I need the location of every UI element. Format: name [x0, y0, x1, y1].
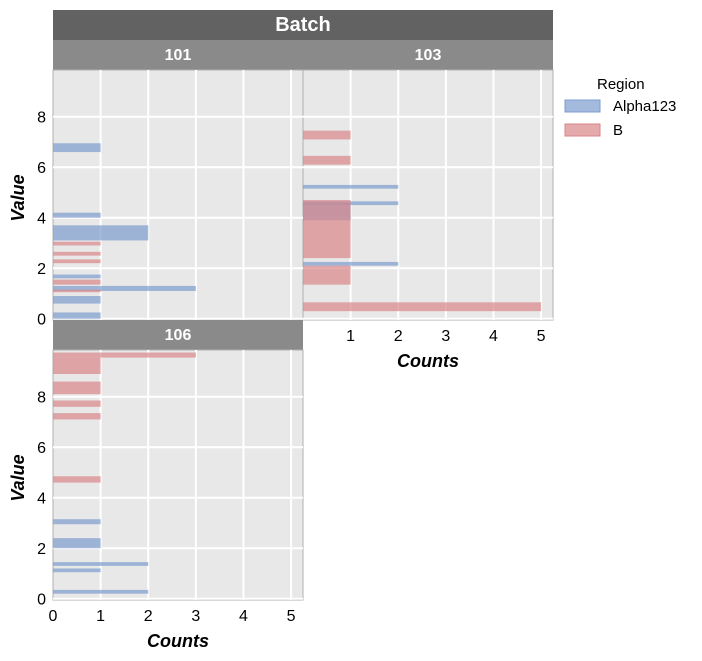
panel-strip-103-bg	[303, 40, 553, 70]
x-tick-label-3: 3	[441, 328, 450, 345]
bar-103-alpha123-2	[303, 184, 399, 189]
legend-label-b: B	[613, 122, 623, 139]
x-axis-label-106: Counts	[147, 631, 209, 651]
y-tick-label-8: 8	[37, 110, 46, 127]
bar-106-alpha123-9	[53, 568, 101, 573]
bar-106-b-2	[53, 381, 101, 395]
panel-103-x-tick-labels: 1 2 3 4 5	[346, 328, 545, 345]
bar-101-alpha123-8	[53, 285, 196, 291]
x-tick-label-4: 4	[489, 328, 498, 345]
bar-101-alpha123-11	[53, 312, 101, 319]
panel-strip-106: 106	[53, 320, 303, 350]
panel-strip-103-label: 103	[415, 47, 442, 64]
y-tick-label-6: 6	[37, 160, 46, 177]
bar-101-alpha123-2	[53, 225, 149, 241]
x-tick-label-1: 1	[96, 608, 105, 625]
panel-101-bars	[53, 143, 196, 319]
bar-101-alpha123-1	[53, 212, 101, 218]
x-tick-label-5: 5	[287, 608, 296, 625]
bar-101-alpha123-0	[53, 143, 101, 153]
bar-103-b-7	[303, 265, 351, 285]
legend-swatch-alpha123	[564, 99, 601, 113]
panel-strip-101: 101	[53, 40, 303, 70]
bar-106-alpha123-10	[53, 589, 149, 594]
bar-106-b-3	[53, 400, 101, 407]
bar-106-alpha123-6	[53, 519, 101, 525]
y-tick-label-4: 4	[37, 491, 46, 508]
panel-103-bars	[303, 130, 542, 312]
legend-title: Region	[597, 76, 645, 93]
bar-106-b-4	[53, 413, 101, 420]
legend-swatch-b	[564, 123, 601, 137]
panel-106-x-tick-labels: 0 1 2 3 4 5	[49, 608, 296, 625]
bar-106-alpha123-7	[53, 538, 101, 549]
y-tick-label-0: 0	[37, 592, 46, 609]
x-tick-label-2: 2	[144, 608, 153, 625]
x-tick-label-1: 1	[346, 328, 355, 345]
x-tick-label-3: 3	[191, 608, 200, 625]
panel-strip-103: 103	[303, 40, 553, 70]
y-tick-label-8: 8	[37, 390, 46, 407]
y-axis-label-bottom: Value	[8, 454, 28, 501]
bar-103-alpha123-6	[303, 261, 399, 266]
panel-106-y-tick-labels: 0 2 4 6 8	[37, 390, 46, 609]
bar-101-b-4	[53, 251, 101, 256]
bar-101-b-7	[53, 279, 101, 285]
panel-strip-101-label: 101	[165, 47, 192, 64]
bar-103-b-8	[303, 302, 542, 312]
batch-strip-title: Batch	[275, 14, 331, 36]
y-tick-label-4: 4	[37, 211, 46, 228]
panel-strip-106-label: 106	[165, 327, 192, 344]
legend: Region Alpha123 B	[564, 76, 676, 139]
panel-106-bars	[53, 352, 196, 594]
panel-strip-101-bg	[53, 40, 303, 70]
x-axis-label-103: Counts	[397, 351, 459, 371]
bar-103-b-1	[303, 155, 351, 165]
bar-101-b-3	[53, 241, 101, 246]
y-tick-label-0: 0	[37, 312, 46, 329]
batch-strip: Batch	[53, 10, 553, 40]
bar-101-alpha123-10	[53, 296, 101, 304]
bar-106-b-1	[53, 357, 101, 374]
bar-101-alpha123-6	[53, 274, 101, 279]
bar-106-b-0	[53, 352, 196, 358]
y-tick-label-6: 6	[37, 440, 46, 457]
bar-101-b-9	[53, 289, 101, 293]
bar-103-b-0	[303, 130, 351, 140]
x-tick-label-2: 2	[394, 328, 403, 345]
y-tick-label-2: 2	[37, 261, 46, 278]
batch-strip-bg	[53, 10, 553, 40]
x-tick-label-0: 0	[49, 608, 58, 625]
x-tick-label-4: 4	[239, 608, 248, 625]
bar-101-b-5	[53, 259, 101, 264]
x-tick-label-5: 5	[537, 328, 546, 345]
y-axis-label-top: Value	[8, 174, 28, 221]
bar-106-b-5	[53, 476, 101, 483]
bar-103-b-5	[303, 200, 351, 259]
panel-101-y-tick-labels: 0 2 4 6 8	[37, 110, 46, 329]
legend-label-alpha123: Alpha123	[613, 98, 676, 115]
bar-106-alpha123-8	[53, 562, 149, 566]
panel-strip-106-bg	[53, 320, 303, 350]
y-tick-label-2: 2	[37, 541, 46, 558]
